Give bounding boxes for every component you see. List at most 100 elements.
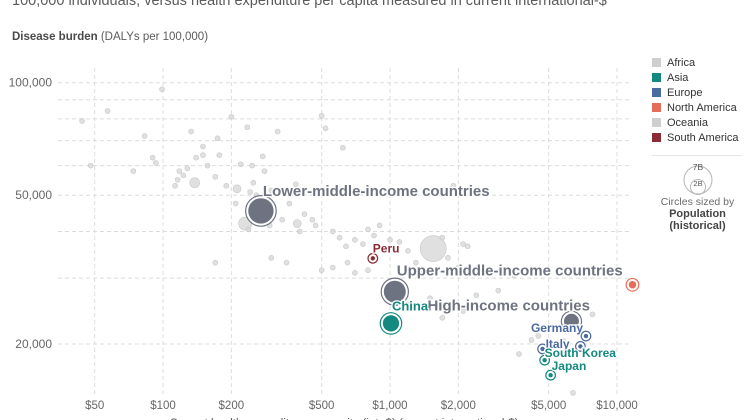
legend-item-africa[interactable]: Africa	[652, 55, 739, 70]
data-point	[104, 108, 111, 114]
data-point	[159, 86, 165, 93]
color-legend: Africa Asia Europe North America Oceania Sout…	[652, 55, 739, 145]
data-point	[184, 165, 191, 172]
data-point	[352, 236, 358, 243]
data-point	[87, 162, 94, 169]
data-point	[371, 232, 377, 239]
data-point	[216, 152, 223, 158]
data-point	[274, 128, 281, 135]
data-point	[244, 124, 251, 131]
data-point	[189, 177, 201, 189]
data-point	[405, 248, 411, 254]
data-point	[376, 222, 383, 229]
data-point	[439, 314, 446, 321]
data-point	[557, 301, 563, 307]
legend-swatch	[652, 73, 661, 82]
legend-label: North America	[667, 101, 737, 114]
highlighted-point	[563, 313, 579, 329]
data-point	[193, 154, 199, 161]
data-point	[293, 181, 299, 188]
chart-subtitle: 100,000 individuals, versus health expen…	[12, 0, 607, 9]
data-point	[405, 301, 411, 308]
data-point	[188, 128, 194, 135]
legend-swatch	[652, 58, 661, 67]
highlighted-point	[382, 315, 400, 332]
legend-divider	[652, 155, 742, 156]
data-point	[212, 259, 219, 266]
data-point	[352, 270, 358, 276]
legend-label: Africa	[667, 56, 696, 69]
legend-item-europe[interactable]: Europe	[652, 85, 739, 100]
data-point	[149, 154, 156, 161]
data-point	[318, 267, 325, 274]
data-point	[330, 228, 336, 235]
point-label: Germany	[531, 321, 583, 335]
size-legend-big-label: 7B	[692, 162, 703, 172]
data-point	[535, 333, 542, 339]
data-point	[301, 211, 308, 217]
highlighted-point	[383, 280, 406, 303]
data-point	[419, 235, 447, 262]
data-point	[365, 267, 371, 274]
x-tick-label: $5,000	[531, 400, 566, 412]
legend-item-north-america[interactable]: North America	[652, 100, 739, 115]
data-point	[228, 114, 235, 120]
size-legend-circle-small	[689, 179, 706, 195]
y-tick-label: 50,000	[15, 188, 52, 202]
data-point	[343, 243, 349, 250]
size-legend-caption: Circles sized by	[660, 196, 735, 208]
data-point	[510, 272, 517, 279]
legend-swatch	[652, 88, 661, 97]
y-tick-label: 100,000	[9, 76, 53, 90]
highlighted-point	[370, 256, 376, 261]
data-point	[589, 311, 596, 318]
legend-label: South America	[667, 131, 739, 144]
legend-label: Europe	[667, 86, 703, 99]
y-axis-title: Disease burden (DALYs per 100,000)	[12, 31, 208, 43]
data-point	[232, 184, 242, 194]
data-point	[473, 292, 480, 299]
point-label: Italy	[546, 337, 570, 351]
data-point	[336, 234, 343, 241]
data-point	[387, 236, 393, 243]
data-point	[250, 179, 257, 186]
data-point	[560, 337, 567, 344]
highlighted-point	[542, 357, 547, 363]
data-point	[322, 125, 329, 132]
point-label: Lower-middle-income countries	[263, 183, 490, 200]
point-label: China	[392, 298, 429, 313]
legend-swatch	[652, 118, 661, 127]
data-point	[344, 259, 351, 266]
data-point	[212, 174, 219, 180]
data-point	[296, 228, 303, 235]
data-point	[413, 259, 419, 266]
data-point	[312, 222, 319, 229]
highlighted-point	[628, 281, 637, 289]
highlighted-point	[540, 346, 545, 352]
legend-item-south-america[interactable]: South America	[652, 130, 739, 145]
legend-item-oceania[interactable]: Oceania	[652, 115, 739, 130]
data-point	[427, 295, 433, 302]
x-tick-label: $2,000	[441, 400, 476, 412]
data-point	[455, 264, 462, 271]
data-point	[450, 182, 457, 189]
data-point	[570, 390, 576, 396]
data-point	[340, 144, 346, 151]
data-point	[460, 241, 466, 247]
data-point	[445, 255, 451, 261]
point-label: High-income countries	[427, 297, 590, 314]
x-axis-ticks: $50 $100 $200 $500 $1,000 $2,000 $5,000 $10,000	[85, 400, 638, 412]
data-point	[495, 287, 502, 294]
data-point	[439, 234, 446, 241]
data-point	[268, 255, 275, 261]
x-tick-label: $100	[150, 400, 176, 412]
data-point	[571, 351, 578, 357]
data-point	[283, 259, 290, 266]
data-point	[460, 308, 466, 314]
data-point	[360, 241, 366, 247]
size-legend-circles: 7B 2B	[683, 162, 712, 195]
point-labels: Lower-middle-income countries Upper-middl…	[262, 182, 624, 375]
grid-lines	[58, 68, 632, 394]
legend-item-asia[interactable]: Asia	[652, 70, 739, 85]
data-point	[286, 200, 293, 207]
